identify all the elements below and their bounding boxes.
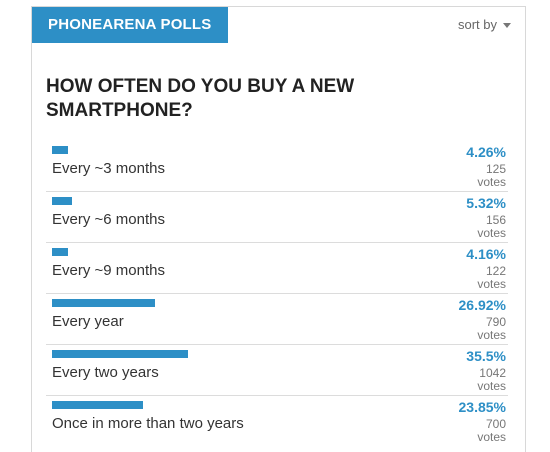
- option-label: Once in more than two years: [52, 415, 244, 432]
- option-label: Every ~6 months: [52, 211, 165, 228]
- votes-unit: votes: [477, 277, 506, 291]
- poll-question: HOW OFTEN DO YOU BUY A NEW SMARTPHONE?: [46, 76, 355, 121]
- result-bar: [52, 299, 155, 307]
- vote-count: 125: [485, 162, 506, 176]
- option-percent: 5.32%: [466, 195, 506, 211]
- option-label: Every ~3 months: [52, 160, 165, 177]
- result-bar: [52, 197, 72, 205]
- vote-count: 156: [485, 213, 506, 227]
- poll-option[interactable]: Every year 26.92% 790 votes: [46, 294, 508, 345]
- option-votes: 700 votes: [446, 418, 506, 444]
- option-percent: 35.5%: [466, 348, 506, 364]
- votes-unit: votes: [477, 379, 506, 393]
- votes-unit: votes: [477, 328, 506, 342]
- poll-option[interactable]: Every two years 35.5% 1042 votes: [46, 345, 508, 396]
- option-label: Every ~9 months: [52, 262, 165, 279]
- poll-option[interactable]: Once in more than two years 23.85% 700 vo…: [46, 396, 508, 446]
- sort-by-label: sort by: [457, 17, 497, 32]
- poll-panel: PHONEARENA POLLS sort by HOW OFTEN DO YO…: [31, 6, 526, 452]
- result-bar: [52, 248, 68, 256]
- option-votes: 156 votes: [446, 214, 506, 240]
- result-bar: [52, 146, 68, 154]
- result-bar: [52, 401, 143, 409]
- option-percent: 4.26%: [466, 144, 506, 160]
- poll-options: Every ~3 months 4.26% 125 votes Every ~6 …: [46, 141, 508, 446]
- vote-count: 700: [485, 417, 506, 431]
- vote-count: 1042: [479, 366, 506, 380]
- option-label: Every two years: [52, 364, 159, 381]
- poll-option[interactable]: Every ~6 months 5.32% 156 votes: [46, 192, 508, 243]
- option-votes: 122 votes: [446, 265, 506, 291]
- sort-by-dropdown[interactable]: sort by: [458, 17, 511, 32]
- option-percent: 23.85%: [458, 399, 506, 415]
- vote-count: 122: [485, 264, 506, 278]
- vote-count: 790: [485, 315, 506, 329]
- votes-unit: votes: [477, 226, 506, 240]
- poll-header-title: PHONEARENA POLLS: [32, 7, 228, 43]
- poll-option[interactable]: Every ~9 months 4.16% 122 votes: [46, 243, 508, 294]
- option-percent: 26.92%: [458, 297, 506, 313]
- result-bar: [52, 350, 188, 358]
- votes-unit: votes: [477, 175, 506, 189]
- votes-unit: votes: [477, 430, 506, 444]
- chevron-down-icon: [503, 23, 511, 29]
- poll-option[interactable]: Every ~3 months 4.26% 125 votes: [46, 141, 508, 192]
- option-votes: 1042 votes: [446, 367, 506, 393]
- option-percent: 4.16%: [466, 246, 506, 262]
- option-label: Every year: [52, 313, 124, 330]
- option-votes: 125 votes: [446, 163, 506, 189]
- option-votes: 790 votes: [446, 316, 506, 342]
